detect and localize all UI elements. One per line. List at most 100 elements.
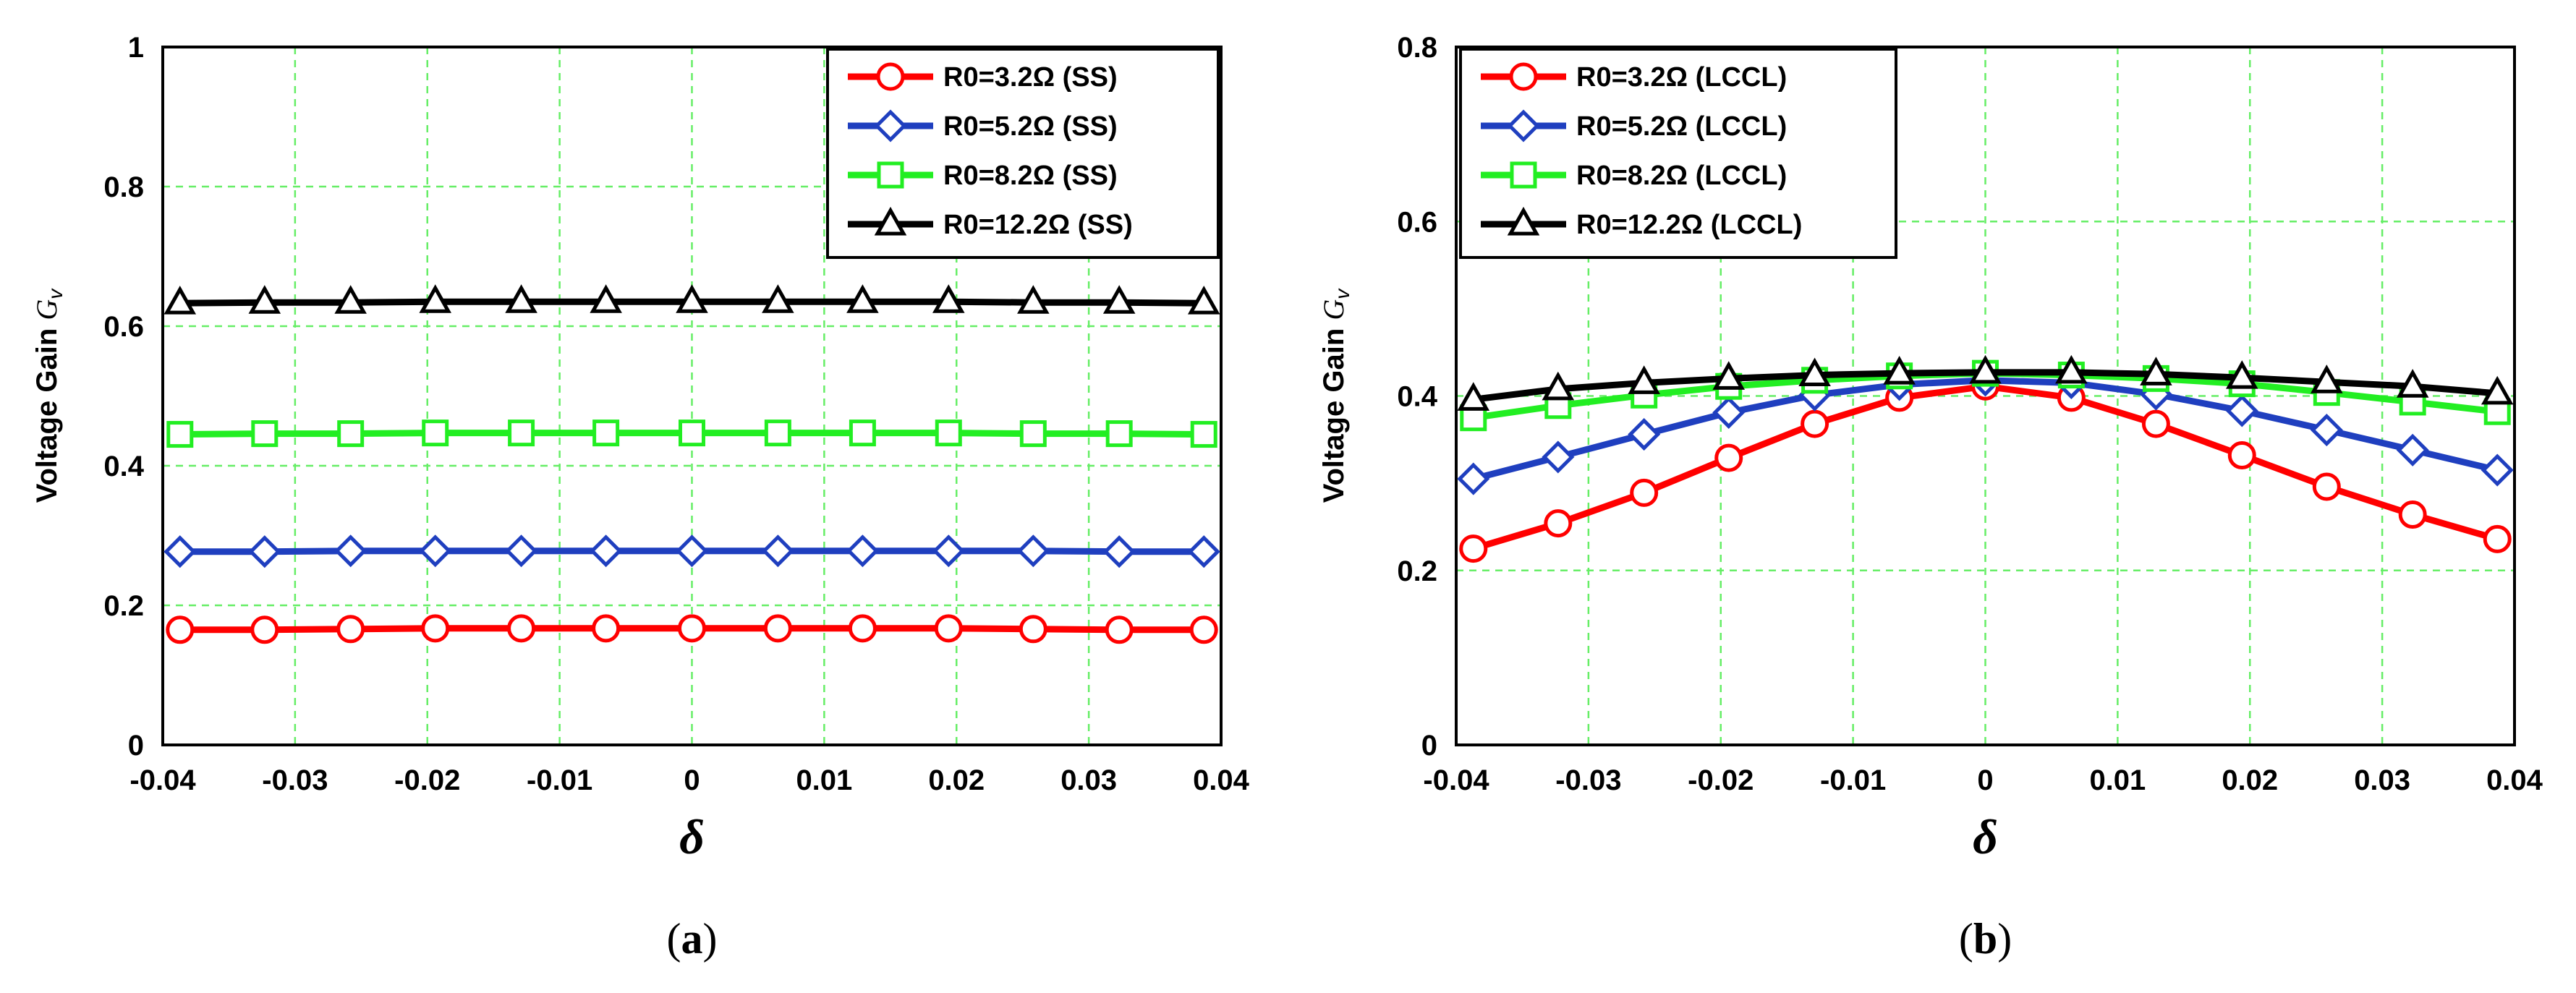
- chart-b-y-axis-label-symbol: G: [1317, 299, 1350, 320]
- chart-a-series-4-point: [762, 284, 794, 313]
- chart-b-series-4-point: [1628, 365, 1660, 394]
- chart-a-series-4: [163, 284, 1220, 315]
- chart-a-legend-swatch-marker: [874, 109, 907, 142]
- chart-a-series-2: [163, 534, 1220, 568]
- chart-a-legend-swatch-marker: [874, 206, 907, 236]
- chart-b-x-tick-label: 0.02: [2222, 764, 2278, 796]
- chart-b-x-tick-label: 0.04: [2486, 764, 2543, 796]
- chart-b-series-4-point: [2311, 365, 2343, 393]
- chart-b-panel-label: (b): [1959, 915, 2012, 963]
- chart-a-series-2-point: [334, 534, 367, 568]
- chart-a-y-tick-label: 1: [128, 32, 144, 64]
- chart-a-series-1-point: [507, 614, 536, 643]
- chart-a-x-tick-label: -0.02: [394, 764, 460, 796]
- chart-b-series-4-point: [2140, 357, 2172, 385]
- chart-a-series-1-point: [336, 615, 365, 644]
- chart-a-series-2-point: [1187, 535, 1220, 568]
- chart-a-series-3-point: [764, 419, 791, 447]
- chart-a-series-2-point: [932, 534, 965, 568]
- chart-a-series-1: [166, 614, 1218, 644]
- chart-b-legend-label: R0=5.2Ω (LCCL): [1576, 111, 1787, 142]
- chart-b-x-tick-label: -0.02: [1688, 764, 1754, 796]
- chart-a-y-axis-label-symbol: G: [30, 299, 63, 320]
- chart-b-legend-swatch-marker: [1509, 62, 1538, 91]
- chart-a-panel-label-open: (: [667, 915, 681, 963]
- chart-a-series-3-point: [1019, 420, 1047, 448]
- chart-b-series-1-point: [2312, 472, 2341, 501]
- chart-a-series-1-point: [592, 614, 621, 643]
- chart-b-series-4-point: [1883, 356, 1916, 385]
- chart-a-series-2-point: [846, 534, 879, 568]
- chart-b-series-1-point: [1801, 409, 1829, 438]
- chart-b-series-1-point: [1630, 478, 1659, 507]
- chart-b-legend-label: R0=8.2Ω (LCCL): [1576, 161, 1787, 191]
- chart-b-series-2-point: [2225, 394, 2258, 427]
- chart-a-series-3-point: [592, 419, 620, 447]
- chart-a-x-tick-label: 0.04: [1193, 764, 1250, 796]
- chart-a-series-1-point: [1105, 615, 1134, 644]
- chart-b-x-tick-label: 0: [1977, 764, 1993, 796]
- chart-a-y-tick-label: 0.2: [103, 590, 144, 622]
- chart-b-series-4-point: [2396, 369, 2429, 398]
- chart-a-x-tick-label: 0.03: [1060, 764, 1117, 796]
- chart-a-series-1-point: [763, 614, 792, 643]
- chart-a-series-2-point: [163, 535, 197, 568]
- chart-a-series-4-point: [163, 286, 197, 315]
- chart-b-series-2-point: [2481, 453, 2514, 487]
- chart-a-series-4-point: [1017, 285, 1050, 314]
- chart-a-series-4-point: [248, 285, 281, 314]
- chart-b-y-axis-label: Voltage Gain Gv: [1317, 288, 1353, 503]
- chart-a-series-4-point: [419, 284, 451, 313]
- chart-b-legend: R0=3.2Ω (LCCL) R0=5.2Ω (LCCL) R0=8.2Ω (LCC…: [1459, 48, 1897, 259]
- chart-a-series-3-point: [508, 419, 535, 447]
- chart-b-series-1-point: [1459, 534, 1488, 563]
- chart-b-legend-label: R0=12.2Ω (LCCL): [1576, 210, 1802, 240]
- chart-a-y-tick-label: 0.6: [103, 311, 144, 343]
- chart-a-series-1-point: [1019, 615, 1047, 644]
- chart-a-series-3-point: [422, 419, 449, 447]
- chart-b-x-tick-label: -0.04: [1423, 764, 1489, 796]
- chart-a-series-2-point: [248, 535, 281, 568]
- chart-b-series-4-point: [1969, 354, 2002, 384]
- chart-b-series-2-point: [2310, 414, 2343, 447]
- chart-b-series-4-point: [1798, 357, 1831, 387]
- chart-a-x-tick-label: -0.04: [129, 764, 196, 796]
- chart-a-series-4-point: [505, 284, 537, 313]
- chart-b-series-4-point: [2226, 360, 2258, 389]
- chart-a-series-4-point: [932, 284, 965, 313]
- chart-b-series-1-point: [1714, 443, 1743, 472]
- chart-b-y-tick-label: 0.4: [1397, 381, 1437, 413]
- chart-a-x-tick-label: -0.01: [527, 764, 592, 796]
- chart-a-y-axis-label-subscript: v: [44, 288, 67, 299]
- chart-a-series-2-point: [1102, 535, 1136, 568]
- chart-b-series-1-point: [2227, 441, 2256, 470]
- chart-a-series-2-point: [590, 534, 623, 568]
- chart-a-legend-label: R0=8.2Ω (SS): [943, 161, 1118, 191]
- chart-b-y-axis-label-subscript: v: [1331, 288, 1353, 299]
- chart-a-series-4-point: [676, 284, 708, 313]
- chart-b-series-4-point: [2055, 354, 2088, 384]
- chart-b-series-2-point: [1542, 440, 1575, 474]
- chart-b-legend-swatch-marker: [1507, 206, 1540, 236]
- chart-b-series-4-point: [1457, 382, 1490, 411]
- chart-b-series-1-point: [2141, 409, 2170, 438]
- chart-a-series-1-point: [421, 614, 450, 643]
- chart-a-series-3-point: [337, 420, 365, 448]
- chart-a-panel-label: (a): [667, 915, 718, 963]
- chart-a-series-3-point: [1105, 420, 1133, 448]
- chart-b-series-2-point: [1457, 462, 1490, 495]
- chart-b-panel-label-close: ): [1997, 915, 2012, 963]
- chart-a-panel: -0.04 -0.03 -0.02 -0.01 0 0.01 0.02 0.03 0.04 0 0.…: [30, 32, 1250, 963]
- chart-a-series-3-point: [679, 419, 705, 447]
- chart-a-series-3-point: [1190, 421, 1217, 448]
- chart-b-panel-label-letter: b: [1973, 915, 1997, 963]
- chart-b-y-tick-label: 0.6: [1397, 206, 1437, 238]
- chart-a-series-3-point: [251, 420, 279, 448]
- chart-a-series-1-point: [934, 614, 963, 643]
- chart-a-series-2-point: [1016, 534, 1050, 568]
- chart-b-series-2-point: [1628, 418, 1661, 451]
- chart-a-series-2-point: [419, 534, 452, 568]
- chart-a-series-2-point: [761, 534, 794, 568]
- chart-a-y-tick-label: 0: [128, 730, 144, 762]
